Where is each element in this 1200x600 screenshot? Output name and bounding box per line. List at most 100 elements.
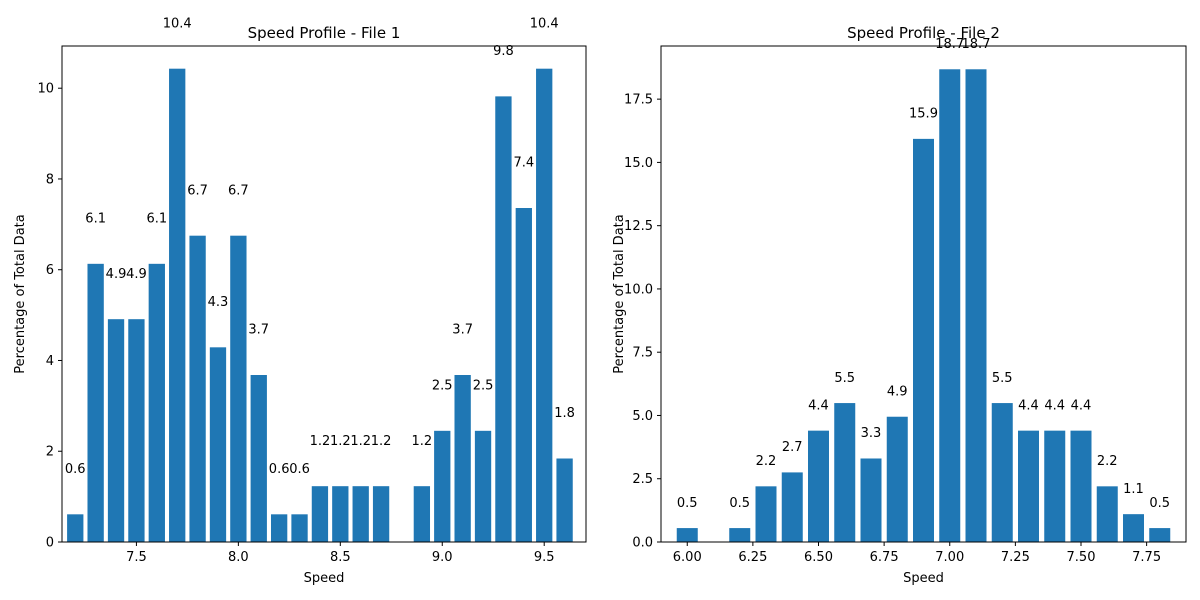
bar (495, 96, 512, 542)
data-label: 2.7 (782, 440, 803, 455)
x-tick-label: 6.75 (870, 550, 899, 565)
bar (474, 430, 492, 542)
data-label: 2.2 (756, 454, 777, 469)
y-tick-label: 17.5 (624, 93, 653, 108)
bar (148, 263, 165, 542)
bars-file-2 (676, 69, 1171, 543)
y-tick-label: 2.5 (632, 472, 653, 487)
bar (169, 68, 186, 542)
chart-title-file-1: Speed Profile - File 1 (248, 24, 401, 42)
data-label: 0.5 (729, 496, 750, 511)
bar (729, 528, 751, 542)
data-label: 6.1 (85, 211, 106, 226)
data-label: 15.9 (909, 107, 938, 122)
x-tick-label: 7.75 (1132, 550, 1161, 565)
data-label: 0.5 (1149, 496, 1170, 511)
bar (1018, 430, 1039, 542)
data-label: 1.2 (412, 434, 433, 449)
bar (454, 375, 471, 542)
bar (87, 263, 104, 542)
bar (1070, 430, 1092, 542)
bar (834, 403, 856, 542)
x-tick-label: 8.5 (330, 550, 351, 565)
bar (352, 486, 369, 542)
data-label: 0.5 (677, 496, 698, 511)
y-tick-label: 12.5 (624, 219, 653, 234)
data-label: 2.5 (473, 378, 494, 393)
data-label: 4.9 (126, 267, 147, 282)
bar (676, 528, 698, 542)
data-label: 4.4 (1044, 398, 1065, 413)
data-label: 1.8 (554, 406, 575, 421)
data-label: 6.1 (146, 211, 167, 226)
bar (515, 208, 532, 542)
data-label: 0.6 (269, 462, 290, 477)
data-label: 10.4 (163, 16, 192, 31)
bar (939, 69, 961, 543)
y-axis-label-file-2: Percentage of Total Data (612, 214, 627, 373)
data-label: 9.8 (493, 44, 514, 59)
data-label: 18.7 (935, 37, 964, 52)
data-label: 4.9 (887, 384, 908, 399)
data-label: 3.7 (452, 323, 473, 338)
bar (781, 472, 803, 542)
y-tick-label: 4 (46, 354, 54, 369)
data-label: 0.6 (289, 462, 310, 477)
x-tick-label: 9.5 (534, 550, 555, 565)
data-label: 4.4 (808, 398, 829, 413)
bar (536, 68, 553, 542)
data-label: 6.7 (228, 183, 249, 198)
x-tick-label: 8.0 (228, 550, 249, 565)
bar (1044, 430, 1066, 542)
bar (189, 235, 206, 542)
bar (965, 69, 987, 543)
data-labels-file-2: 0.5 0.5 2.2 2.7 4.4 5.5 3.3 4.9 15.9 18.718.7 5.5 4… (677, 37, 1170, 511)
chart-title-file-2: Speed Profile - File 2 (847, 24, 1000, 42)
data-label: 1.2 (371, 434, 392, 449)
x-tick-label: 9.0 (432, 550, 453, 565)
y-axis-label-file-1: Percentage of Total Data (13, 214, 28, 373)
y-tick-label: 15.0 (624, 156, 653, 171)
x-axis-label-file-1: Speed (304, 571, 345, 586)
bar (250, 375, 267, 542)
bar (291, 514, 308, 542)
bar (913, 138, 934, 542)
bar (107, 319, 125, 542)
bars-file-1 (67, 68, 573, 542)
bar (1149, 528, 1171, 542)
bar (556, 458, 573, 542)
data-label: 10.4 (530, 16, 559, 31)
bar (67, 514, 84, 542)
plot-frame (61, 45, 587, 543)
bar (886, 416, 908, 542)
data-label: 4.4 (1018, 398, 1039, 413)
bar (128, 319, 145, 542)
bar (270, 514, 288, 542)
x-tick-label: 6.00 (673, 550, 702, 565)
data-label: 0.6 (65, 462, 86, 477)
data-label: 1.1 (1123, 482, 1144, 497)
y-tick-label: 10 (37, 82, 54, 97)
y-tick-label: 5.0 (632, 409, 653, 424)
y-ticks-file-1: 0 2 4 6 8 10 (37, 82, 62, 551)
y-tick-label: 0 (46, 536, 54, 551)
data-label: 1.2 (310, 434, 331, 449)
y-tick-label: 7.5 (632, 346, 653, 361)
data-label: 4.3 (208, 295, 229, 310)
x-ticks-file-2: 6.00 6.25 6.50 6.75 7.00 7.25 7.50 7.75 (673, 542, 1161, 565)
bar (209, 347, 227, 542)
y-tick-label: 10.0 (624, 282, 653, 297)
data-label: 2.2 (1097, 454, 1118, 469)
data-label: 4.9 (106, 267, 127, 282)
y-tick-label: 0.0 (632, 536, 653, 551)
y-tick-label: 2 (46, 445, 54, 460)
x-tick-label: 7.00 (935, 550, 964, 565)
data-label: 2.5 (432, 378, 453, 393)
bar (230, 235, 247, 542)
x-tick-label: 7.5 (126, 550, 147, 565)
bar (860, 458, 882, 542)
bar (434, 430, 451, 542)
data-label: 6.7 (187, 183, 208, 198)
x-tick-label: 7.25 (1001, 550, 1030, 565)
bar (755, 486, 777, 542)
